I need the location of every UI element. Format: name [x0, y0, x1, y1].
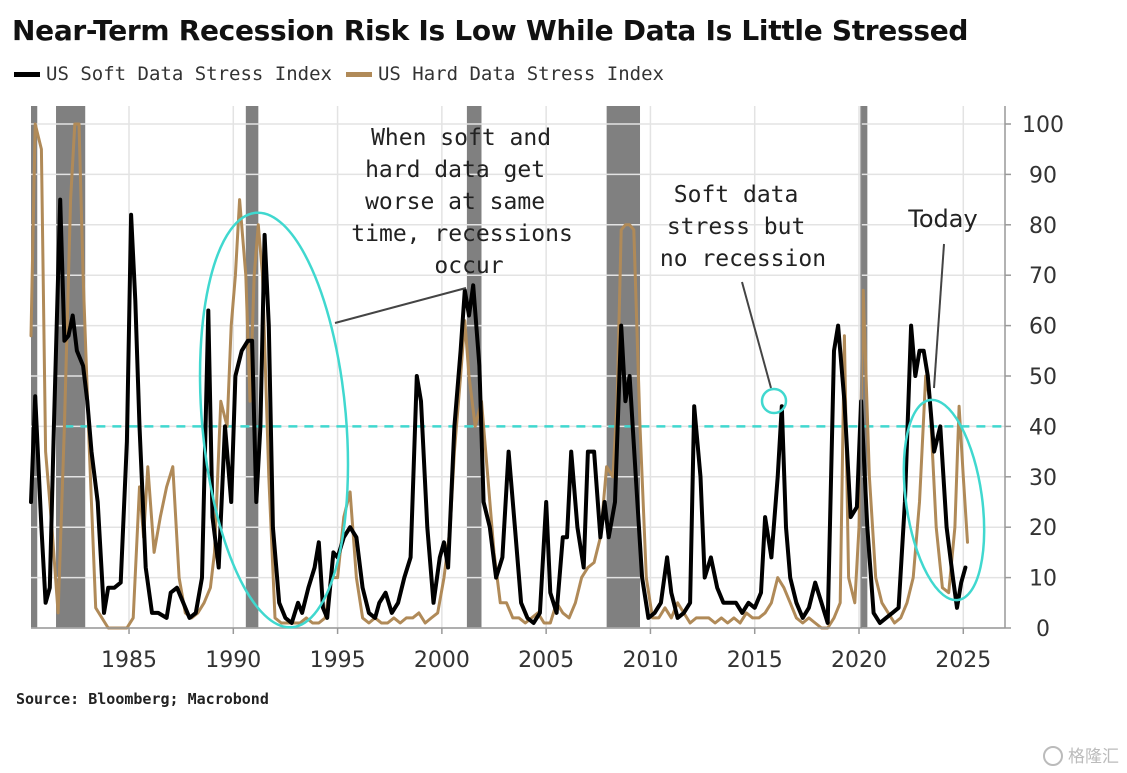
- series-layer: [29, 122, 969, 630]
- x-tick-label: 2005: [518, 648, 574, 673]
- annotation-arrow-today: [933, 243, 945, 389]
- source-note: Source: Bloomberg; Macrobond: [16, 690, 269, 708]
- annotation-ellipse-today: [902, 398, 986, 602]
- x-tick-label: 2015: [727, 648, 783, 673]
- annotation-ellipse-recessions: [198, 211, 350, 629]
- annotation-line: hard data get: [365, 157, 545, 183]
- recession-bands: [31, 106, 868, 628]
- y-tick-label: 10: [1029, 567, 1057, 592]
- y-tick-label: 90: [1029, 163, 1057, 188]
- annotation-line: Soft data: [674, 182, 799, 208]
- x-tick-label: 1990: [205, 648, 261, 673]
- legend: US Soft Data Stress Index US Hard Data S…: [14, 62, 678, 86]
- legend-item-soft: US Soft Data Stress Index: [14, 63, 332, 85]
- legend-swatch-soft: [14, 71, 40, 77]
- annotation-line: worse at same: [365, 189, 545, 215]
- y-tick-label: 0: [1036, 617, 1050, 642]
- annotation-line: no recession: [660, 246, 826, 272]
- y-tick-label: 60: [1029, 315, 1057, 340]
- recession-band: [861, 106, 868, 628]
- y-tick-label: 100: [1022, 113, 1064, 138]
- x-tick-label: 2000: [414, 648, 470, 673]
- annotation-line: When soft and: [371, 125, 551, 151]
- y-tick-label: 30: [1029, 466, 1057, 491]
- annotation-line: occur: [434, 253, 503, 279]
- annotation-line: stress but: [667, 214, 805, 240]
- series-line-soft-data: [29, 197, 968, 625]
- annotation-circle-soft-stress: [760, 387, 788, 415]
- watermark: 格隆汇: [1043, 746, 1119, 767]
- x-tick-label: 1985: [101, 648, 157, 673]
- recession-band: [31, 106, 38, 628]
- x-tick-label: 2025: [935, 648, 991, 673]
- x-tick-label: 1995: [310, 648, 366, 673]
- x-tick-label: 2020: [831, 648, 887, 673]
- watermark-logo-icon: [1043, 746, 1063, 766]
- recession-band: [466, 106, 482, 628]
- y-tick-label: 40: [1029, 415, 1057, 440]
- legend-label-hard: US Hard Data Stress Index: [377, 63, 664, 85]
- chart-title: Near-Term Recession Risk Is Low While Da…: [12, 14, 969, 47]
- y-tick-label: 50: [1029, 365, 1057, 390]
- annotation-text-soft-stress: Soft data stress but no recession: [660, 182, 826, 272]
- y-tick-label: 20: [1029, 516, 1057, 541]
- legend-swatch-hard: [345, 71, 372, 77]
- annotation-line: time, recessions: [351, 221, 573, 247]
- annotation-arrow-soft-stress: [741, 281, 772, 389]
- legend-item-hard: US Hard Data Stress Index: [345, 63, 664, 85]
- annotation-text-today: Today: [907, 205, 977, 233]
- annotation-arrow-recessions: [334, 287, 467, 324]
- watermark-text: 格隆汇: [1068, 747, 1119, 767]
- y-tick-label: 70: [1029, 264, 1057, 289]
- annotation-text-recessions: When soft and hard data get worse at sam…: [351, 125, 586, 279]
- legend-label-soft: US Soft Data Stress Index: [46, 63, 332, 85]
- annotation-layer: When soft and hard data get worse at sam…: [198, 125, 986, 629]
- axis-layer: 0 10 20 30 40 50 60 70 80 90 100 1985 1990 1995 2000 20…: [31, 106, 1064, 673]
- x-tick-label: 2010: [622, 648, 678, 673]
- y-tick-label: 80: [1029, 214, 1057, 239]
